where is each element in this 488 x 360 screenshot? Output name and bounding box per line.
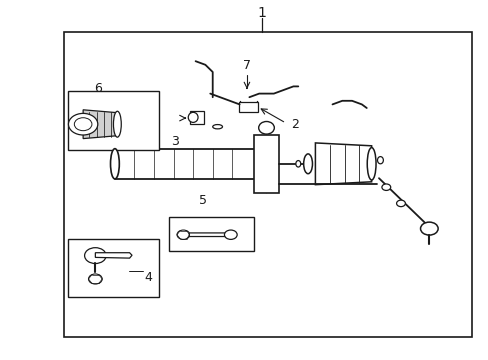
Bar <box>189 111 204 124</box>
Circle shape <box>396 200 405 207</box>
Circle shape <box>381 184 390 190</box>
Polygon shape <box>95 253 132 258</box>
Ellipse shape <box>295 161 300 167</box>
Polygon shape <box>83 110 117 139</box>
Circle shape <box>420 222 437 235</box>
Bar <box>238 102 258 112</box>
Text: 1: 1 <box>257 6 265 19</box>
Ellipse shape <box>377 157 383 164</box>
Ellipse shape <box>212 125 222 129</box>
Circle shape <box>68 113 98 135</box>
Bar <box>254 135 278 193</box>
Text: 5: 5 <box>199 194 206 207</box>
Ellipse shape <box>303 154 312 174</box>
Circle shape <box>74 118 92 131</box>
Text: 6: 6 <box>94 82 102 95</box>
Ellipse shape <box>113 111 121 137</box>
Bar <box>68 239 159 297</box>
Bar <box>168 217 254 251</box>
Circle shape <box>224 230 237 239</box>
Text: 2: 2 <box>290 118 298 131</box>
Ellipse shape <box>188 112 198 122</box>
Text: 4: 4 <box>144 271 152 284</box>
Bar <box>63 32 471 337</box>
Circle shape <box>177 230 189 239</box>
Ellipse shape <box>258 121 274 134</box>
Polygon shape <box>315 143 371 185</box>
Text: 7: 7 <box>243 59 250 72</box>
Circle shape <box>88 274 102 284</box>
Circle shape <box>84 248 106 264</box>
Ellipse shape <box>366 148 375 180</box>
Polygon shape <box>189 233 229 237</box>
Text: 3: 3 <box>170 135 178 148</box>
Ellipse shape <box>110 149 119 179</box>
Bar <box>68 91 159 150</box>
Ellipse shape <box>73 120 78 126</box>
